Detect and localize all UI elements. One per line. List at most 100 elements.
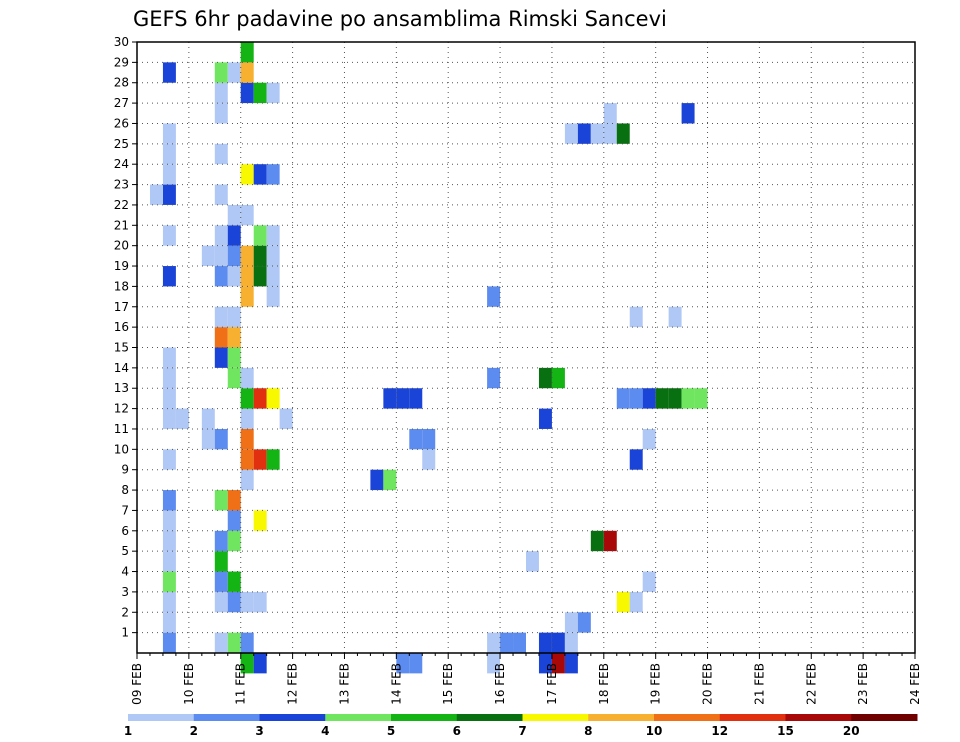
heatmap-cell — [227, 510, 241, 531]
y-tick-label: 17 — [114, 300, 129, 314]
y-tick-label: 25 — [114, 137, 129, 151]
y-tick-label: 10 — [114, 442, 129, 456]
x-tick-label: 15 FEB — [441, 663, 455, 705]
y-tick-label: 30 — [114, 35, 129, 49]
heatmap-cell — [227, 266, 241, 287]
heatmap-cell — [266, 245, 280, 267]
y-tick-label: 4 — [121, 565, 129, 579]
y-tick-label: 21 — [114, 218, 129, 232]
heatmap-cell — [162, 225, 176, 246]
heatmap-cell — [162, 551, 176, 572]
x-tick-label: 23 FEB — [856, 663, 870, 705]
heatmap-cell — [253, 510, 267, 531]
heatmap-cell — [642, 388, 656, 409]
x-tick-label: 11 FEB — [234, 663, 248, 705]
heatmap-cell — [214, 327, 228, 348]
heatmap-cell — [629, 449, 643, 470]
y-tick-label: 27 — [114, 96, 129, 110]
heatmap-cell — [162, 591, 176, 613]
y-tick-label: 24 — [114, 157, 129, 171]
heatmap-cell — [487, 632, 501, 653]
heatmap-cell — [240, 82, 254, 104]
legend-swatch — [654, 714, 721, 721]
heatmap-cell — [214, 591, 228, 613]
legend-label: 1 — [124, 724, 132, 738]
x-tick-label: 09 FEB — [130, 663, 144, 705]
heatmap-cell — [538, 632, 552, 653]
heatmap-cell — [642, 428, 656, 450]
heatmap-cell — [409, 388, 423, 409]
legend-swatch — [259, 714, 326, 721]
chart-title: GEFS 6hr padavine po ansamblima Rimski S… — [133, 7, 667, 31]
heatmap-cell — [227, 591, 241, 613]
heatmap-cell — [162, 367, 176, 389]
heatmap-cell — [240, 469, 254, 491]
heatmap-cell — [253, 225, 267, 246]
heatmap-cell — [564, 653, 578, 674]
heatmap-cell — [551, 632, 565, 653]
heatmap-cell — [240, 408, 254, 429]
legend-swatch — [851, 714, 918, 721]
heatmap-cell — [370, 469, 384, 491]
legend-swatch — [391, 714, 458, 721]
heatmap-cell — [227, 62, 241, 83]
heatmap-cell — [240, 266, 254, 287]
heatmap-cell — [214, 103, 228, 124]
heatmap-cell — [668, 388, 682, 409]
legend-label: 2 — [190, 724, 198, 738]
legend-swatch — [193, 714, 260, 721]
heatmap-cell — [214, 62, 228, 83]
heatmap-cell — [538, 367, 552, 389]
x-tick-label: 10 FEB — [182, 663, 196, 705]
heatmap-cell — [487, 367, 501, 389]
heatmap-cell — [240, 388, 254, 409]
x-tick-label: 19 FEB — [649, 663, 663, 705]
heatmap-cell — [240, 286, 254, 307]
y-tick-label: 29 — [114, 55, 129, 69]
heatmap-cell — [214, 143, 228, 165]
heatmap-cell — [162, 266, 176, 287]
heatmap-cell — [681, 388, 695, 409]
y-tick-label: 20 — [114, 239, 129, 253]
heatmap-cell — [240, 245, 254, 267]
heatmap-cell — [240, 428, 254, 450]
heatmap-cell — [214, 632, 228, 653]
heatmap-cell — [616, 591, 630, 613]
heatmap-cell — [409, 428, 423, 450]
heatmap-cell — [149, 184, 163, 205]
heatmap-cell — [227, 306, 241, 328]
heatmap-cell — [162, 510, 176, 531]
x-tick-label: 17 FEB — [545, 663, 559, 705]
heatmap-cell — [201, 408, 215, 429]
x-tick-label: 24 FEB — [908, 663, 922, 705]
heatmap-cell — [162, 347, 176, 368]
legend-label: 6 — [453, 724, 461, 738]
y-tick-label: 28 — [114, 76, 129, 90]
grid-layer — [137, 42, 915, 653]
y-tick-label: 13 — [114, 381, 129, 395]
heatmap-cell — [396, 388, 410, 409]
heatmap-cell — [266, 164, 280, 185]
heatmap-cell — [162, 123, 176, 144]
heatmap-cell — [240, 204, 254, 226]
y-tick-label: 14 — [114, 361, 129, 375]
heatmap-cell — [227, 225, 241, 246]
y-tick-label: 19 — [114, 259, 129, 273]
legend-swatch — [588, 714, 655, 721]
legend-label: 15 — [777, 724, 794, 738]
heatmap-cell — [551, 367, 565, 389]
heatmap-cell — [655, 388, 669, 409]
heatmap-cell — [253, 266, 267, 287]
heatmap-cell — [227, 347, 241, 368]
heatmap-cell — [162, 62, 176, 83]
heatmap-cell — [162, 490, 176, 511]
heatmap-cell — [616, 388, 630, 409]
heatmap-cell — [422, 428, 436, 450]
heatmap-cell — [162, 530, 176, 552]
x-tick-label: 18 FEB — [597, 663, 611, 705]
y-tick-label: 16 — [114, 320, 129, 334]
y-tick-label: 15 — [114, 341, 129, 355]
heatmap-cell — [642, 571, 656, 592]
y-tick-label: 22 — [114, 198, 129, 212]
